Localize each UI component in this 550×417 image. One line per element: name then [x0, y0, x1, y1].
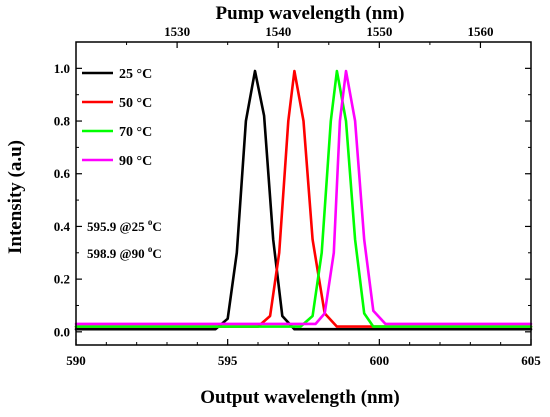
x-tick-label: 605	[521, 353, 541, 368]
x-tick-label: 595	[218, 353, 238, 368]
x2-tick-label: 1550	[366, 24, 392, 39]
top-axis-title: Pump wavelength (nm)	[216, 3, 405, 24]
series-line-3	[74, 69, 533, 328]
x2-tick-label: 1530	[164, 24, 190, 39]
left-axis-title: Intensity (a.u)	[5, 140, 26, 254]
series-line-4	[74, 69, 533, 326]
plot-frame	[75, 41, 532, 346]
y-tick-label: 0.4	[54, 219, 71, 234]
y-tick-label: 0.6	[54, 166, 71, 181]
x-tick-label: 600	[370, 353, 390, 368]
y-tick-label: 0.2	[54, 272, 70, 287]
legend-label-4: 90 °C	[119, 154, 152, 169]
x-tick-label: 590	[66, 353, 86, 368]
y-tick-label: 1.0	[54, 61, 70, 76]
x2-tick-label: 1540	[265, 24, 291, 39]
y-tick-label: 0.0	[54, 324, 70, 339]
bottom-axis-title: Output wavelength (nm)	[200, 387, 400, 408]
x2-tick-label: 1560	[467, 24, 493, 39]
annotation-2: 598.9 @90 oC	[87, 244, 162, 261]
legend-label-1: 25 °C	[119, 67, 152, 82]
series-line-2	[74, 69, 533, 328]
legend-label-2: 50 °C	[119, 96, 152, 111]
y-tick-label: 0.8	[54, 114, 71, 129]
series-line-1	[74, 69, 533, 331]
legend-label-3: 70 °C	[119, 125, 152, 140]
annotation-1: 595.9 @25 oC	[87, 217, 162, 234]
